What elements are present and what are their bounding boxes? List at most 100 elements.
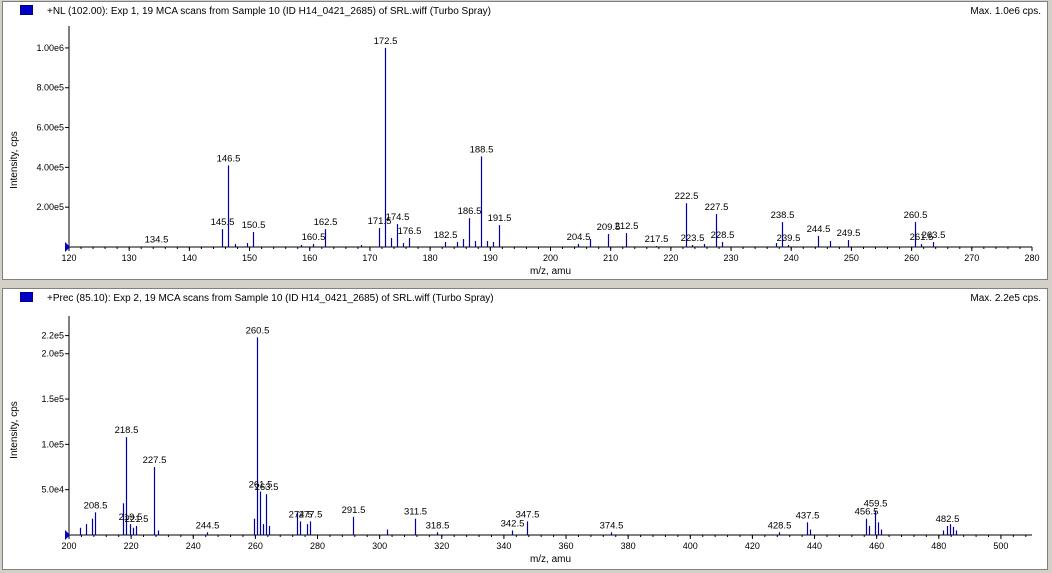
x-tick-label: 240 [784,253,799,263]
peak-label: 227.5 [705,202,729,213]
peak-label: 311.5 [404,507,427,518]
peak-label: 263.5 [255,482,279,493]
peak-label: 277.5 [299,509,323,520]
peak-label: 134.5 [145,234,169,245]
x-tick-label: 420 [745,541,760,551]
peak-label: 437.5 [796,510,820,521]
peak-label: 239.5 [777,233,801,244]
spectrum-pane-top[interactable]: +NL (102.00): Exp 1, 19 MCA scans from S… [2,1,1048,280]
x-tick-label: 260 [904,253,919,263]
peak-label: 244.5 [196,520,220,531]
x-tick-label: 170 [362,253,377,263]
y-tick-label: 1.5e5 [41,394,64,404]
x-tick-label: 220 [663,253,678,263]
pane-separator[interactable] [0,281,1052,287]
baseline-marker-icon [65,242,70,252]
spectrum-title-top: +NL (102.00): Exp 1, 19 MCA scans from S… [47,6,492,17]
trace-color-marker[interactable] [20,292,33,302]
peak-label: 212.5 [615,221,639,232]
peak-label: 263.5 [922,230,946,241]
peak-label: 150.5 [242,220,266,231]
peak-label: 428.5 [768,520,792,531]
x-tick-label: 120 [61,253,76,263]
peak-label: 217.5 [645,234,669,245]
x-tick-label: 340 [496,541,511,551]
peak-label: 208.5 [84,500,108,511]
y-tick-label: 2.2e5 [41,331,64,341]
peak-label: 291.5 [342,505,366,516]
peak-label: 260.5 [246,325,270,336]
peak-label: 261.5 [249,479,273,490]
x-tick-label: 260 [248,541,263,551]
peak-label: 238.5 [771,210,795,221]
x-tick-label: 280 [1024,253,1039,263]
peak-label: 188.5 [470,144,494,155]
spectrum-plot-1: 200 220 240 260 280 300 320 340 360 380 400 420 440 4… [9,316,1032,565]
peak-label: 244.5 [807,224,831,235]
y-tick-label: 1.0e5 [41,439,64,449]
peak-label: 145.5 [211,217,235,228]
peak-label: 274.5 [289,509,313,520]
x-tick-label: 180 [423,253,438,263]
peak-label: 228.5 [711,230,735,241]
spectrum-title-bottom: +Prec (85.10): Exp 2, 19 MCA scans from … [47,293,494,304]
peak-label: 318.5 [426,520,450,531]
peak-label: 222.5 [675,191,699,202]
y-tick-label: 5.0e4 [41,485,64,495]
x-tick-label: 300 [372,541,387,551]
peak-label: 172.5 [374,36,398,47]
peak-label: 160.5 [302,232,326,243]
spectrum-plot-0: 120 130 140 150 160 170 180 190 200 210 220 230 240 2… [9,26,1040,277]
x-tick-label: 320 [434,541,449,551]
max-intensity-bottom: Max. 2.2e5 cps. [970,293,1041,304]
x-tick-label: 440 [807,541,822,551]
x-tick-label: 200 [543,253,558,263]
peak-label: 162.5 [314,217,338,228]
peak-label: 204.5 [567,232,591,243]
peak-label: 459.5 [864,499,888,510]
peak-label: 260.5 [904,210,928,221]
x-tick-label: 270 [964,253,979,263]
x-tick-label: 460 [869,541,884,551]
peak-label: 221.5 [125,514,149,525]
x-tick-label: 210 [603,253,618,263]
x-axis-title: m/z, amu [530,266,571,277]
x-tick-label: 200 [61,541,76,551]
peak-label: 182.5 [434,230,458,241]
peak-label: 261.5 [910,232,934,243]
x-tick-label: 160 [302,253,317,263]
x-tick-label: 140 [182,253,197,263]
x-tick-label: 230 [724,253,739,263]
peak-label: 186.5 [458,206,482,217]
y-tick-label: 6.00e5 [36,123,64,133]
x-tick-label: 480 [931,541,946,551]
max-intensity-top: Max. 1.0e6 cps. [970,6,1041,17]
trace-color-marker[interactable] [20,5,33,15]
peak-label: 249.5 [837,228,861,239]
peak-label: 171.5 [368,216,392,227]
peak-label: 456.5 [855,507,879,518]
peak-label: 209.5 [597,222,621,233]
x-tick-label: 240 [186,541,201,551]
y-tick-label: 4.00e5 [36,162,64,172]
y-axis-title: Intensity, cps [9,401,20,459]
spectrum-pane-bottom[interactable]: +Prec (85.10): Exp 2, 19 MCA scans from … [2,288,1048,570]
peak-label: 218.5 [115,425,139,436]
peak-label: 223.5 [681,233,705,244]
y-tick-label: 2.0e5 [41,349,64,359]
peak-label: 374.5 [600,520,624,531]
x-tick-label: 250 [844,253,859,263]
peak-label: 174.5 [386,212,410,223]
peak-label: 219.5 [119,512,143,523]
x-tick-label: 360 [559,541,574,551]
x-tick-label: 400 [683,541,698,551]
x-tick-label: 280 [310,541,325,551]
x-tick-label: 500 [993,541,1008,551]
peak-label: 227.5 [143,455,167,466]
x-axis-title: m/z, amu [530,554,571,565]
peak-label: 146.5 [217,153,241,164]
x-tick-label: 380 [621,541,636,551]
y-tick-label: 2.00e5 [36,202,64,212]
